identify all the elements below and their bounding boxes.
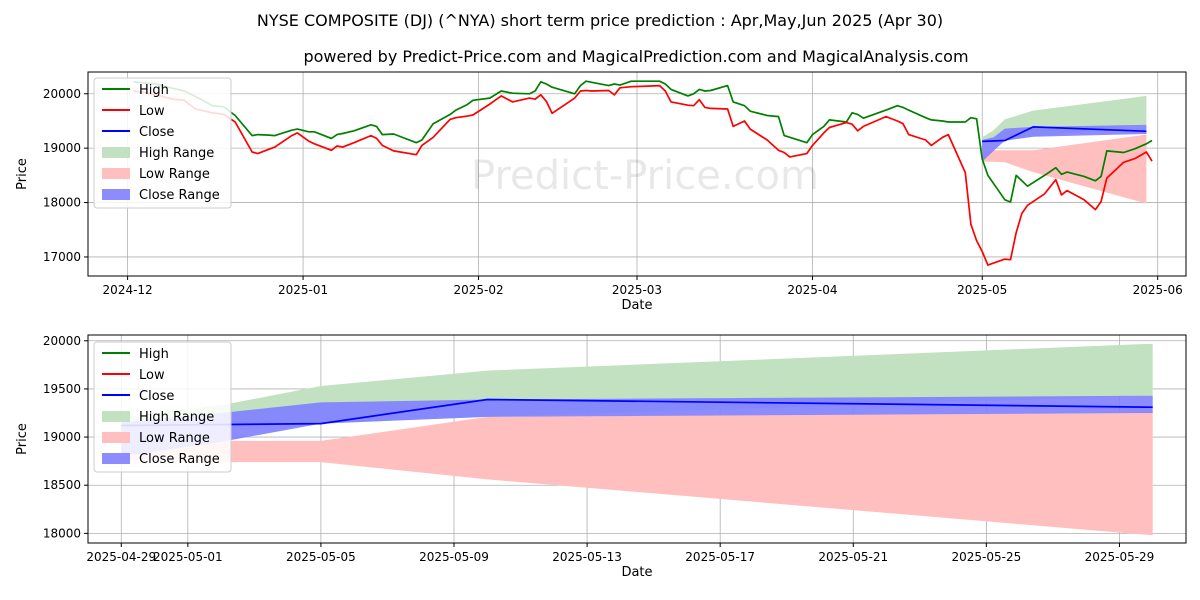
legend-label: Low — [139, 104, 165, 119]
y-axis-label: Price — [15, 423, 30, 455]
legend-label: High — [139, 347, 169, 362]
legend-swatch-low-range — [102, 168, 130, 179]
legend-label: Close Range — [139, 452, 220, 467]
plot-area — [121, 343, 1153, 536]
y-tick-label: 18000 — [43, 526, 81, 540]
x-tick-label: 2025-03 — [612, 283, 662, 297]
legend-label: High — [139, 83, 169, 98]
legend-swatch-close-range — [102, 189, 130, 200]
y-tick-label: 20000 — [43, 334, 81, 348]
y-tick-label: 18000 — [43, 196, 81, 210]
watermark-text: Predict-Price.com — [471, 153, 819, 199]
x-tick-label: 2024-12 — [103, 283, 153, 297]
y-axis-label: Price — [15, 158, 30, 190]
low-series-line — [133, 84, 1153, 266]
legend-label: Low Range — [139, 167, 210, 182]
x-tick-label: 2025-05-25 — [951, 550, 1021, 564]
y-tick-label: 20000 — [43, 87, 81, 101]
y-tick-label: 18500 — [43, 478, 81, 492]
x-tick-label: 2025-05 — [957, 283, 1007, 297]
legend-label: Close — [139, 389, 174, 404]
top-chart-panel: Predict-Price.com 2024-12 2025-01 2025-02 20… — [15, 71, 1187, 313]
x-tick-label: 2025-05-01 — [153, 550, 223, 564]
plot-area — [133, 80, 1153, 266]
legend-swatch-high-range — [102, 411, 130, 422]
x-tick-label: 2025-04 — [787, 283, 837, 297]
close-series-line — [982, 126, 1147, 143]
x-tick-label: 2025-04-29 — [86, 550, 156, 564]
x-tick-label: 2025-05-05 — [286, 550, 356, 564]
high-series-line — [133, 80, 1153, 203]
legend-label: Close Range — [139, 188, 220, 203]
close-range-band — [121, 395, 1153, 457]
x-tick-label: 2025-01 — [278, 283, 328, 297]
x-tick-label: 2025-05-21 — [818, 550, 888, 564]
y-tick-label: 17000 — [43, 250, 81, 264]
x-tick-label: 2025-05-09 — [419, 550, 489, 564]
y-tick-label: 19500 — [43, 382, 81, 396]
x-tick-label: 2025-06 — [1133, 283, 1183, 297]
legend-swatch-close-range — [102, 453, 130, 464]
legend-swatch-high-range — [102, 147, 130, 158]
legend-swatch-low-range — [102, 432, 130, 443]
y-tick-label: 19000 — [43, 430, 81, 444]
legend-label: High Range — [139, 146, 214, 161]
legend-label: Close — [139, 125, 174, 140]
legend-label: High Range — [139, 410, 214, 425]
chart-title: NYSE COMPOSITE (DJ) (^NYA) short term pr… — [257, 11, 943, 30]
close-range-band — [982, 124, 1147, 162]
x-tick-label: 2025-02 — [453, 283, 503, 297]
x-axis-label: Date — [621, 565, 652, 580]
chart-subtitle: powered by Predict-Price.com and Magical… — [303, 47, 968, 66]
axes-frame — [87, 334, 1187, 544]
y-tick-label: 19000 — [43, 141, 81, 155]
legend-label: Low — [139, 368, 165, 383]
x-axis-label: Date — [621, 298, 652, 313]
x-tick-label: 2025-05-13 — [552, 550, 622, 564]
legend-label: Low Range — [139, 431, 210, 446]
low-range-band — [121, 412, 1153, 536]
x-tick-label: 2025-05-29 — [1085, 550, 1155, 564]
x-tick-label: 2025-05-17 — [685, 550, 755, 564]
bottom-chart-panel: Predict-Price.com2025-04-292025-05-01202… — [15, 334, 1187, 580]
